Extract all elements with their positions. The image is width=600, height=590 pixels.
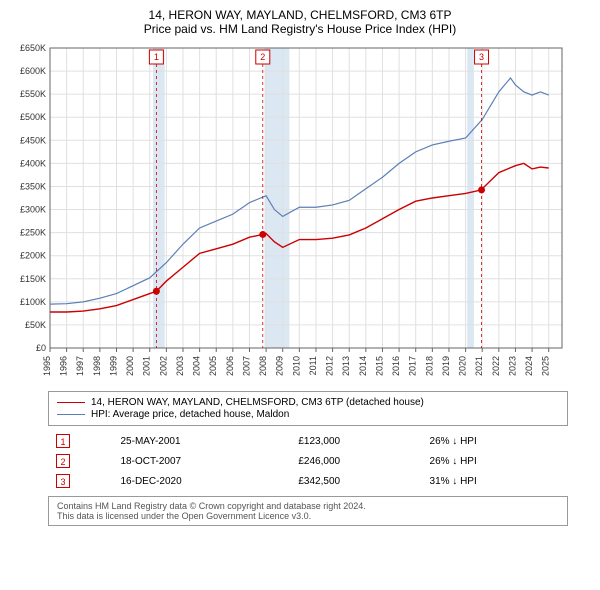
svg-text:£0: £0	[36, 343, 46, 353]
svg-text:£150K: £150K	[20, 274, 46, 284]
event-date: 16-DEC-2020	[115, 472, 291, 490]
svg-text:2009: 2009	[275, 356, 285, 376]
chart-svg: £0 £50K £100K £150K £200K £250K £300K £350K £400…	[8, 40, 568, 380]
legend-swatch	[57, 414, 85, 415]
svg-text:2024: 2024	[524, 356, 534, 376]
svg-text:2008: 2008	[258, 356, 268, 376]
legend-label: 14, HERON WAY, MAYLAND, CHELMSFORD, CM3 …	[91, 397, 424, 408]
legend-swatch	[57, 402, 85, 403]
title-address: 14, HERON WAY, MAYLAND, CHELMSFORD, CM3 …	[8, 8, 592, 22]
event-price: £246,000	[292, 452, 421, 470]
chart-title: 14, HERON WAY, MAYLAND, CHELMSFORD, CM3 …	[8, 8, 592, 36]
svg-text:£300K: £300K	[20, 205, 46, 215]
svg-text:£100K: £100K	[20, 297, 46, 307]
legend: 14, HERON WAY, MAYLAND, CHELMSFORD, CM3 …	[48, 391, 568, 426]
event-row: 3 16-DEC-2020£342,50031% ↓ HPI	[50, 472, 566, 490]
event-price: £342,500	[292, 472, 421, 490]
price-chart: £0 £50K £100K £150K £200K £250K £300K £350K £400…	[8, 40, 592, 385]
svg-text:£250K: £250K	[20, 228, 46, 238]
svg-text:2016: 2016	[391, 356, 401, 376]
attribution: Contains HM Land Registry data © Crown c…	[48, 496, 568, 526]
svg-text:2001: 2001	[142, 356, 152, 376]
svg-text:2013: 2013	[341, 356, 351, 376]
event-marker-box: 3	[56, 474, 70, 488]
svg-text:2002: 2002	[158, 356, 168, 376]
svg-text:2021: 2021	[474, 356, 484, 376]
svg-text:2010: 2010	[291, 356, 301, 376]
svg-text:2000: 2000	[125, 356, 135, 376]
event-row: 2 18-OCT-2007£246,00026% ↓ HPI	[50, 452, 566, 470]
svg-text:2023: 2023	[507, 356, 517, 376]
svg-text:2017: 2017	[408, 356, 418, 376]
svg-text:2007: 2007	[241, 356, 251, 376]
svg-text:3: 3	[479, 52, 484, 62]
svg-text:£600K: £600K	[20, 66, 46, 76]
svg-text:1: 1	[154, 52, 159, 62]
svg-text:2003: 2003	[175, 356, 185, 376]
svg-text:2006: 2006	[225, 356, 235, 376]
svg-text:2020: 2020	[458, 356, 468, 376]
svg-text:£450K: £450K	[20, 135, 46, 145]
svg-text:1997: 1997	[75, 356, 85, 376]
svg-text:2019: 2019	[441, 356, 451, 376]
svg-text:2: 2	[260, 52, 265, 62]
svg-text:2011: 2011	[308, 356, 318, 375]
svg-text:2004: 2004	[192, 356, 202, 376]
svg-text:2015: 2015	[374, 356, 384, 376]
event-marker-box: 2	[56, 454, 70, 468]
event-marker-box: 1	[56, 434, 70, 448]
svg-text:£650K: £650K	[20, 43, 46, 53]
svg-text:1998: 1998	[92, 356, 102, 376]
svg-text:1995: 1995	[42, 356, 52, 376]
svg-text:2005: 2005	[208, 356, 218, 376]
event-delta: 31% ↓ HPI	[424, 472, 566, 490]
title-subtitle: Price paid vs. HM Land Registry's House …	[8, 22, 592, 36]
svg-text:£200K: £200K	[20, 251, 46, 261]
event-date: 18-OCT-2007	[115, 452, 291, 470]
event-delta: 26% ↓ HPI	[424, 452, 566, 470]
svg-text:£50K: £50K	[25, 320, 46, 330]
svg-text:£400K: £400K	[20, 158, 46, 168]
legend-label: HPI: Average price, detached house, Mald…	[91, 409, 289, 420]
svg-text:2022: 2022	[491, 356, 501, 376]
attribution-line: This data is licensed under the Open Gov…	[57, 511, 559, 521]
event-row: 1 25-MAY-2001£123,00026% ↓ HPI	[50, 432, 566, 450]
svg-text:1999: 1999	[108, 356, 118, 376]
event-price: £123,000	[292, 432, 421, 450]
legend-row: HPI: Average price, detached house, Mald…	[57, 409, 559, 420]
svg-text:1996: 1996	[59, 356, 69, 376]
svg-text:£350K: £350K	[20, 181, 46, 191]
svg-text:2018: 2018	[424, 356, 434, 376]
events-table: 1 25-MAY-2001£123,00026% ↓ HPI 2 18-OCT-200…	[48, 430, 568, 492]
event-delta: 26% ↓ HPI	[424, 432, 566, 450]
svg-text:£550K: £550K	[20, 89, 46, 99]
attribution-line: Contains HM Land Registry data © Crown c…	[57, 501, 559, 511]
legend-row: 14, HERON WAY, MAYLAND, CHELMSFORD, CM3 …	[57, 397, 559, 408]
svg-text:£500K: £500K	[20, 112, 46, 122]
svg-text:2014: 2014	[358, 356, 368, 376]
svg-text:2012: 2012	[325, 356, 335, 376]
event-date: 25-MAY-2001	[115, 432, 291, 450]
svg-text:2025: 2025	[541, 356, 551, 376]
